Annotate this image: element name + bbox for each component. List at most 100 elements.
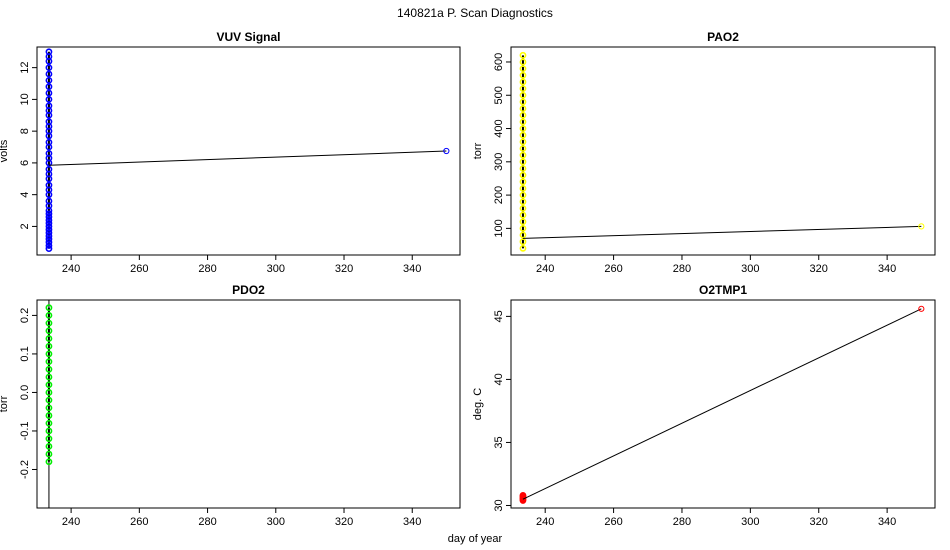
data-point: [519, 231, 527, 239]
data-point: [45, 365, 53, 373]
data-point: [45, 312, 53, 319]
y-tick-label: 300: [493, 153, 505, 171]
data-point: [519, 111, 527, 119]
data-point: [519, 191, 527, 199]
data-point: [519, 218, 527, 226]
data-point: [45, 358, 53, 366]
y-tick-label: 30: [493, 499, 505, 511]
x-tick-label: 280: [198, 516, 216, 528]
y-axis-label: deg. C: [472, 388, 484, 420]
plot-frame: [510, 299, 936, 509]
data-point: [45, 118, 53, 126]
data-point: [519, 131, 527, 139]
x-tick-label: 260: [130, 516, 148, 528]
x-tick-label: 280: [673, 263, 691, 275]
data-point: [45, 48, 53, 56]
data-point: [519, 78, 527, 86]
data-point: [45, 342, 53, 350]
data-point: [519, 125, 527, 132]
data-point: [519, 58, 527, 66]
data-point: [519, 98, 527, 106]
data-point: [45, 102, 53, 110]
data-point: [45, 442, 53, 450]
data-point: [519, 158, 527, 166]
data-point: [45, 210, 53, 218]
data-point: [519, 224, 527, 232]
data-point: [519, 165, 527, 172]
vuv-signal-panel: VUV Signal 240 260 280 300 320 340 2 4 6 8 10 12 volt…: [0, 30, 461, 275]
data-point: [519, 198, 527, 206]
data-point: [45, 319, 53, 327]
x-tick-label: 340: [403, 263, 421, 275]
y-tick-label: 0.1: [19, 346, 31, 361]
data-point: [45, 238, 53, 246]
data-point: [45, 219, 53, 227]
x-tick-label: 320: [810, 263, 828, 275]
data-point: [519, 65, 527, 73]
x-tick-label: 300: [741, 516, 759, 528]
data-point: [45, 235, 53, 243]
data-point: [45, 76, 53, 84]
data-point: [45, 245, 53, 253]
data-point: [45, 229, 53, 237]
data-point: [45, 138, 53, 146]
plot-frame: [36, 46, 461, 256]
series-line: [522, 308, 922, 500]
data-point: [45, 435, 53, 443]
data-point: [45, 242, 53, 249]
data-point: [45, 381, 53, 389]
y-tick-label: 600: [493, 53, 505, 71]
y-axis-label: volts: [0, 139, 10, 162]
data-point: [519, 105, 527, 112]
data-point: [918, 223, 925, 230]
data-point: [45, 181, 53, 189]
data-point: [45, 216, 53, 224]
x-tick-label: 280: [673, 516, 691, 528]
data-point: [519, 178, 527, 186]
y-tick-label: -0.1: [19, 421, 31, 440]
data-point: [519, 238, 527, 246]
x-tick-label: 340: [878, 516, 896, 528]
x-tick-label: 300: [741, 263, 759, 275]
x-tick-label: 240: [62, 263, 80, 275]
x-tick-label: 240: [62, 516, 80, 528]
data-point: [45, 64, 53, 72]
y-axis-label: torr: [472, 142, 484, 159]
x-tick-label: 260: [604, 516, 622, 528]
data-point: [45, 223, 53, 230]
figure-xlabel: day of year: [448, 533, 503, 545]
data-point: [45, 419, 53, 427]
data-point: [45, 396, 53, 404]
y-tick-label: 2: [19, 223, 31, 229]
panel-title: PAO2: [707, 30, 739, 44]
data-point: [519, 151, 527, 159]
x-tick-label: 300: [267, 263, 285, 275]
data-point: [519, 205, 527, 212]
x-tick-label: 320: [810, 516, 828, 528]
data-point: [443, 147, 450, 155]
data-point: [45, 213, 53, 221]
data-point: [519, 185, 527, 192]
data-point: [45, 412, 53, 419]
plot-frame: [510, 46, 936, 256]
x-tick-label: 240: [536, 516, 554, 528]
x-tick-label: 280: [198, 263, 216, 275]
x-tick-label: 240: [536, 263, 554, 275]
panel-title: VUV Signal: [216, 30, 280, 44]
panel-title: O2TMP1: [699, 283, 747, 297]
x-tick-label: 260: [604, 263, 622, 275]
data-point: [45, 373, 53, 381]
data-point: [519, 71, 527, 79]
pao2-panel: PAO2 240 260 280 300 320 340 100 200 300 400 500 600…: [472, 30, 936, 275]
y-tick-label: 8: [19, 128, 31, 134]
o2tmp1-panel: O2TMP1 240 260 280 300 320 340 30 35 40 45 deg. C: [472, 283, 936, 528]
data-point: [45, 335, 53, 342]
data-point: [45, 226, 53, 233]
y-tick-label: -0.2: [19, 460, 31, 479]
data-point: [519, 91, 527, 99]
data-point: [45, 95, 53, 103]
y-tick-label: 40: [493, 373, 505, 385]
panel-title: PDO2: [232, 283, 265, 297]
x-tick-label: 320: [335, 516, 353, 528]
